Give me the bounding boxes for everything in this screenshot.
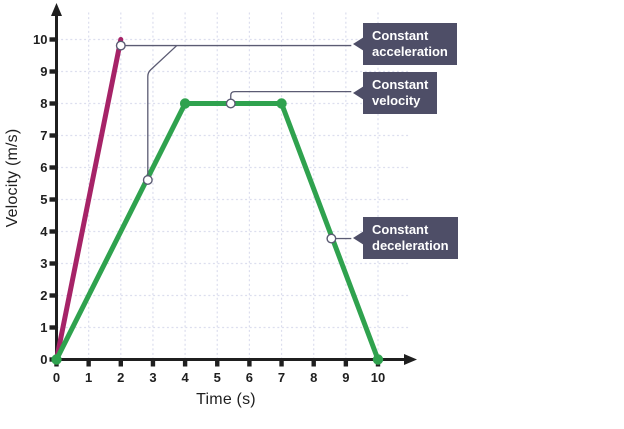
y-tick-label: 9 [40,64,47,79]
x-tick-label: 10 [371,370,385,385]
data-point-dot [51,354,62,365]
x-tick-label: 4 [181,370,189,385]
y-tick-label: 8 [40,96,47,111]
x-tick-label: 1 [85,370,92,385]
callout-text-line2: acceleration [372,44,448,59]
callout-constant-velocity: Constant velocity [353,72,438,114]
y-tick-label: 10 [33,32,47,47]
y-tick-label: 3 [40,256,47,271]
x-tick-label: 5 [214,370,221,385]
x-tick-label: 2 [117,370,124,385]
callout-text-line2: velocity [372,93,421,108]
callout-constant-deceleration: Constant deceleration [353,217,458,259]
callout-anchor-marker [142,174,153,185]
callout-text-line1: Constant [372,77,429,92]
callout-anchor-marker [115,40,126,51]
y-tick [49,293,55,298]
data-point-dot [179,98,191,109]
x-tick-label: 7 [278,370,285,385]
y-axis-arrow-icon [51,3,62,16]
x-tick [279,361,284,367]
callout-text-line1: Constant [372,222,429,237]
constant-acceleration-line [54,37,124,362]
x-tick-label: 3 [149,370,156,385]
data-point-dot [372,354,384,365]
x-tick-label: 9 [342,370,349,385]
y-tick-label: 5 [40,192,47,207]
x-axis-arrow-icon [404,354,417,365]
callout-connector-line [230,91,352,100]
y-tick [49,69,55,74]
x-tick-label: 8 [310,370,317,385]
callout-anchor-marker [225,98,236,109]
x-tick [343,361,349,367]
y-axis-title: Velocity (m/s) [4,128,21,228]
y-tick [49,133,55,138]
x-axis-title: Time (s) [196,391,256,408]
y-tick-label: 6 [40,160,47,175]
y-tick-label: 1 [40,320,47,335]
data-point-dot [276,98,287,109]
x-tick-label: 6 [246,370,253,385]
x-tick [150,361,156,367]
x-tick [247,361,252,367]
callout-constant-acceleration: Constant acceleration [353,23,457,65]
y-tick [49,261,55,266]
y-tick [49,165,55,170]
y-tick [49,229,55,234]
y-tick-label: 0 [40,352,47,367]
callout-connector-line [147,45,178,176]
callout-anchor-marker [326,233,337,244]
x-tick [182,361,188,367]
callout-arrow-left-icon [353,231,364,245]
x-tick [215,361,220,367]
y-tick-label: 7 [40,128,47,143]
y-tick [49,101,55,106]
y-tick [49,197,55,202]
y-tick [49,325,55,330]
y-tick [49,37,55,42]
callout-text-line1: Constant [372,28,429,43]
x-tick [311,361,316,367]
callout-text-line2: deceleration [372,238,449,253]
x-tick [86,361,91,367]
x-tick [118,361,123,367]
y-tick-label: 4 [40,224,48,239]
y-tick-label: 2 [40,288,47,303]
callout-arrow-left-icon [353,86,364,100]
x-tick-label: 0 [53,370,60,385]
callout-arrow-left-icon [353,37,364,51]
